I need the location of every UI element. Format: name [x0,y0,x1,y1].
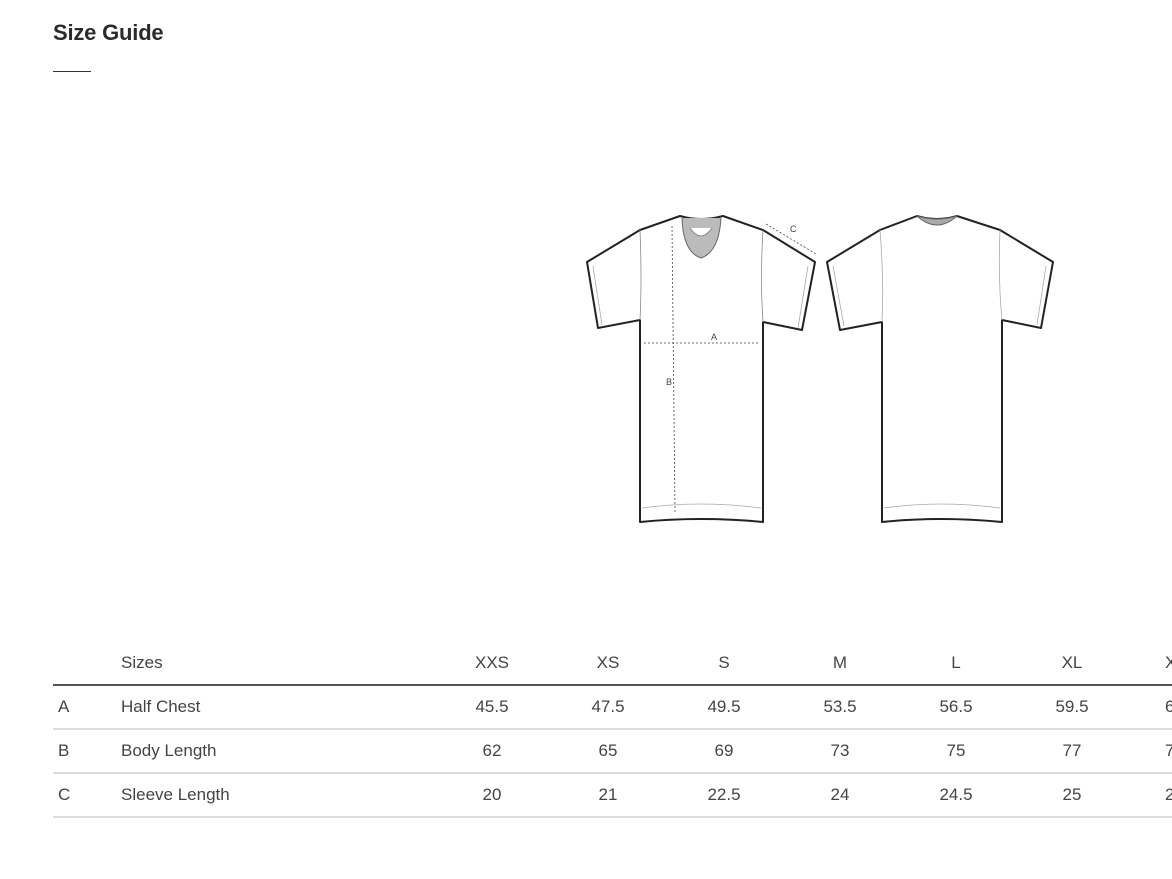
cell: 49.5 [666,685,782,730]
label-b: B [666,377,672,387]
cell: 21 [550,773,666,818]
label-c: C [790,224,797,234]
row-key: A [53,685,121,730]
size-table: Sizes XXS XS S M L XL X A Half Chest 45.… [53,642,1172,818]
cell: 47.5 [550,685,666,730]
cell: 22.5 [666,773,782,818]
header-key [53,642,121,686]
row-key: B [53,729,121,774]
cell: 65 [550,729,666,774]
header-size: X [1130,642,1172,686]
header-size: M [782,642,898,686]
header-sizes: Sizes [121,642,434,686]
header-size: XL [1014,642,1130,686]
header-size: L [898,642,1014,686]
tshirt-back [826,215,1054,523]
cell: 53.5 [782,685,898,730]
header-size: XS [550,642,666,686]
header-size: S [666,642,782,686]
cell: 25 [1014,773,1130,818]
cell: 2 [1130,773,1172,818]
cell: 59.5 [1014,685,1130,730]
cell: 56.5 [898,685,1014,730]
cell: 73 [782,729,898,774]
cell: 6 [1130,685,1172,730]
title-divider [53,71,91,72]
cell: 77 [1014,729,1130,774]
header-size: XXS [434,642,550,686]
cell: 20 [434,773,550,818]
cell: 69 [666,729,782,774]
table-row: A Half Chest 45.5 47.5 49.5 53.5 56.5 59… [53,685,1172,730]
cell: 62 [434,729,550,774]
label-a: A [711,332,717,342]
row-key: C [53,773,121,818]
cell: 45.5 [434,685,550,730]
cell: 7 [1130,729,1172,774]
cell: 24 [782,773,898,818]
tshirt-diagram: A B C [586,215,1054,523]
row-name: Body Length [121,729,434,774]
page-title: Size Guide [53,20,164,45]
row-name: Sleeve Length [121,773,434,818]
table-row: B Body Length 62 65 69 73 75 77 7 [53,729,1172,774]
cell: 75 [898,729,1014,774]
table-row: C Sleeve Length 20 21 22.5 24 24.5 25 2 [53,773,1172,818]
tshirt-front: A B C [586,215,817,523]
row-name: Half Chest [121,685,434,730]
table-header-row: Sizes XXS XS S M L XL X [53,642,1172,686]
cell: 24.5 [898,773,1014,818]
